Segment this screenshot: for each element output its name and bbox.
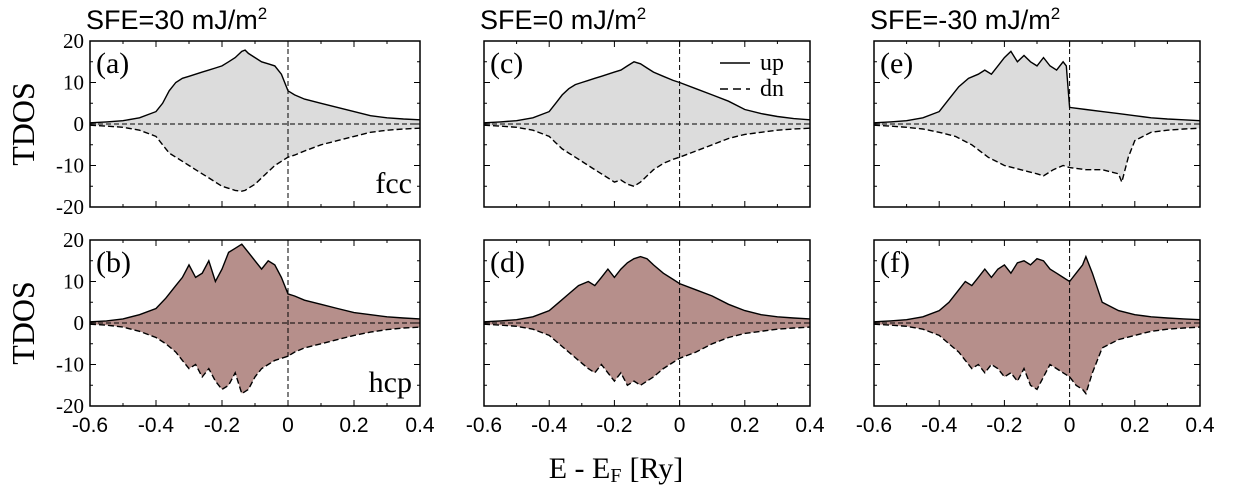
svg-text:E - EF[Ry]: E - EF [Ry] [549,452,684,487]
dos-fill-area [484,256,810,386]
panel-f: -0.6 -0.4 -0.2 0 0.2 0.4 (f) [856,239,1215,437]
column-title-sup: 2 [637,4,646,23]
x-tick-label: 0.4 [1185,414,1215,437]
y-tick-label: 20 [63,29,84,53]
panel-e: (e) SFE=-30 mJ/m2 [870,4,1201,208]
series-line-up [873,254,1201,323]
x-tick-label: -0.2 [986,414,1022,437]
x-tick-label: 0.2 [339,414,368,437]
panel-label: (a) [96,47,129,80]
x-axis-label-unit: [Ry] [629,452,683,485]
x-axis-label: E - EF [Ry] [549,452,684,487]
x-tick-label: 0.4 [405,414,435,437]
x-tick-label: 0.2 [1120,414,1149,437]
x-axis-label-main: E - E [549,452,611,485]
x-tick-label: 0 [674,414,686,437]
y-tick-label: 20 [63,228,84,252]
legend-label-dn: dn [760,76,784,102]
y-tick-label: 10 [63,71,84,95]
x-tick-label: -0.2 [596,414,632,437]
x-tick-label: -0.4 [921,414,958,437]
x-tick-label: -0.6 [72,414,108,437]
y-axis-label: TDOS [5,82,41,166]
x-axis-label-sub: F [610,465,621,487]
x-tick-label: 0 [1064,414,1076,437]
panel-label: (c) [490,47,523,80]
series-line-dn [873,323,1201,396]
column-title: SFE=30 mJ/m2 [86,4,267,35]
column-title-sup: 2 [258,4,267,23]
series-line-dn [873,124,1201,185]
series-line-dn [89,124,421,192]
x-tick-label: 0.2 [730,414,759,437]
phase-label: fcc [375,167,412,200]
x-tick-label: 0.4 [795,414,825,437]
panel-label: (d) [490,246,525,279]
x-tick-label: -0.2 [204,414,240,437]
panel-b: 20 10 0 -10 -20-0.6 -0.4 -0.2 0 0.2 0.4 (b) hcp TDOS [5,228,435,437]
panel-label: (f) [880,246,910,279]
column-title: SFE=0 mJ/m2 [480,4,646,35]
y-tick-label: -10 [56,154,84,178]
panel-d: -0.6 -0.4 -0.2 0 0.2 0.4 (d) [466,239,825,437]
series-line-up [89,243,421,323]
column-title: SFE=-30 mJ/m2 [870,4,1060,35]
y-axis-label: TDOS [5,281,41,365]
x-tick-label: -0.6 [466,414,502,437]
x-tick-label: 0 [282,414,294,437]
x-tick-label: -0.4 [531,414,568,437]
series-line-up [89,49,421,124]
y-tick-label: 10 [63,270,84,294]
x-tick-label: -0.6 [856,414,892,437]
series-line-dn [89,323,421,395]
y-tick-label: -10 [56,353,84,377]
y-tick-label: -20 [56,394,84,418]
dos-fill-area [90,244,420,394]
dos-fill-area [874,256,1200,394]
legend-label-up: up [760,50,784,76]
dos-fill-area [874,51,1200,183]
series-line-up [483,61,811,124]
panel-label: (e) [880,47,913,80]
series-line-dn [483,124,811,188]
phase-label: hcp [369,366,412,399]
y-tick-label: -20 [56,195,84,219]
series-line-up [483,255,811,323]
panel-label: (b) [96,246,131,279]
x-tick-label: -0.4 [138,414,175,437]
panel-a: 20 10 0 -10 -20 (a) fcc TDOS SFE=30 mJ/m2 [5,4,421,219]
y-tick-label: 0 [74,112,85,136]
column-title-sup: 2 [1051,4,1060,23]
dos-fill-area [90,50,420,192]
y-tick-label: 0 [74,311,85,335]
series-line-up [873,50,1201,124]
series-line-dn [483,323,811,387]
